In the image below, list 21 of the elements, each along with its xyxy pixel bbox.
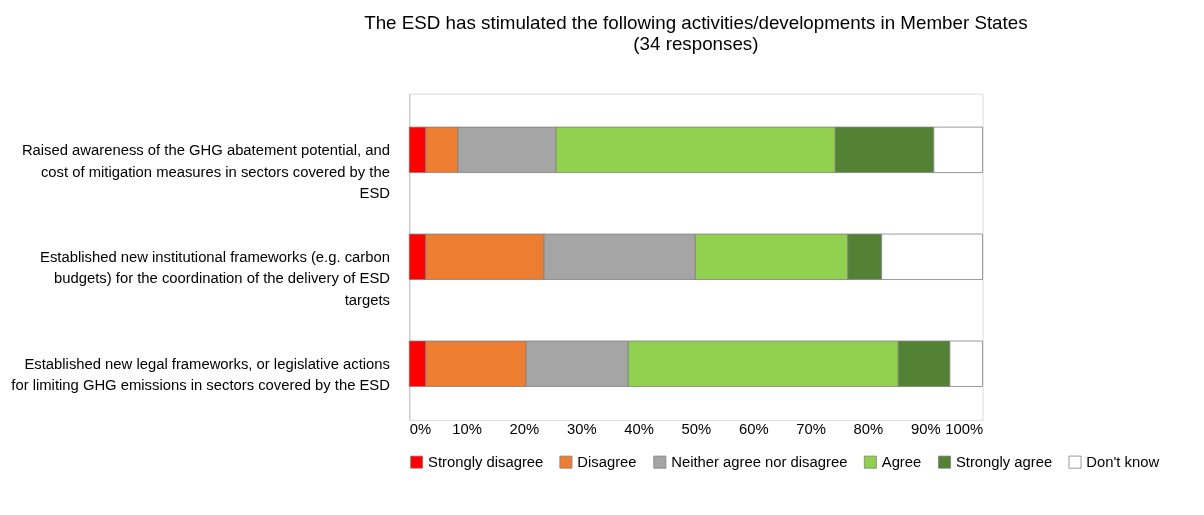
y-tick-label: Raised awareness of the GHG abatement potential, and cost of mitigation measures in sectors covered by the ESD (21, 141, 390, 202)
x-tick-label: 40% (624, 421, 654, 438)
x-tick-label: 100% (945, 421, 984, 438)
legend-label: Disagree (577, 454, 637, 471)
x-tick-label: 10% (452, 421, 482, 438)
y-tick-label: Established new institutional frameworks (e.g. carbon budgets) for the coordination of the delivery of ESD targets (40, 248, 390, 309)
legend-label: Neither agree nor disagree (671, 454, 848, 471)
x-tick-label: 0% (409, 421, 432, 438)
x-tick-label: 30% (566, 421, 597, 438)
x-tick-label: 90% (910, 421, 941, 438)
x-tick-label: 60% (738, 421, 769, 438)
legend-label: Strongly disagree (428, 454, 544, 471)
x-tick-label: 20% (509, 421, 540, 438)
x-tick-label: 70% (796, 421, 826, 438)
x-tick-label: 80% (853, 421, 884, 438)
legend-label: Don't know (1086, 454, 1160, 471)
x-tick-label: 50% (681, 421, 712, 438)
legend-label: Agree (881, 454, 922, 471)
y-tick-label: Established new legal frameworks, or legislative actions for limiting GHG emissions in sectors covered by the ESD (11, 355, 390, 394)
chart-title: The ESD has stimulated the following activities/developments in Member States (34 responses) (364, 12, 1028, 55)
legend-label: Strongly agree (955, 454, 1053, 471)
